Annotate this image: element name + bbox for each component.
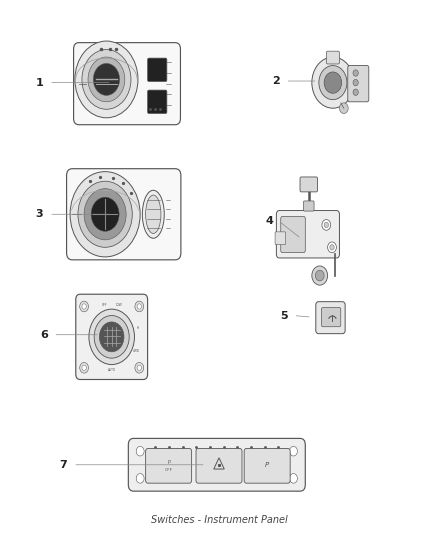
FancyBboxPatch shape bbox=[148, 90, 167, 114]
Circle shape bbox=[330, 245, 334, 250]
Circle shape bbox=[353, 89, 358, 95]
Circle shape bbox=[89, 309, 134, 365]
Circle shape bbox=[78, 181, 132, 247]
Circle shape bbox=[312, 57, 354, 108]
Circle shape bbox=[136, 446, 144, 456]
Circle shape bbox=[137, 365, 141, 370]
Circle shape bbox=[99, 322, 124, 352]
Text: AUTO: AUTO bbox=[108, 368, 116, 372]
Text: 5: 5 bbox=[280, 311, 288, 320]
Text: HI: HI bbox=[136, 326, 139, 330]
FancyBboxPatch shape bbox=[281, 216, 305, 253]
Text: 6: 6 bbox=[40, 330, 48, 340]
Circle shape bbox=[290, 446, 297, 456]
Text: P: P bbox=[265, 462, 269, 468]
Circle shape bbox=[75, 41, 138, 118]
FancyBboxPatch shape bbox=[316, 302, 345, 334]
Ellipse shape bbox=[142, 190, 164, 238]
FancyBboxPatch shape bbox=[304, 201, 314, 211]
Text: P: P bbox=[167, 460, 170, 465]
Circle shape bbox=[93, 63, 120, 95]
Circle shape bbox=[328, 242, 336, 253]
Circle shape bbox=[135, 301, 144, 312]
Circle shape bbox=[80, 301, 88, 312]
Text: 4WD: 4WD bbox=[133, 349, 140, 353]
Ellipse shape bbox=[145, 195, 161, 233]
FancyBboxPatch shape bbox=[148, 58, 167, 82]
Circle shape bbox=[82, 50, 131, 109]
Text: Switches - Instrument Panel: Switches - Instrument Panel bbox=[151, 515, 287, 524]
FancyBboxPatch shape bbox=[275, 232, 286, 245]
Circle shape bbox=[353, 70, 358, 76]
Circle shape bbox=[324, 222, 328, 228]
Circle shape bbox=[324, 72, 342, 93]
Text: 7: 7 bbox=[60, 460, 67, 470]
Circle shape bbox=[322, 220, 331, 230]
FancyBboxPatch shape bbox=[244, 449, 290, 483]
Circle shape bbox=[315, 270, 324, 281]
Circle shape bbox=[353, 79, 358, 86]
FancyBboxPatch shape bbox=[196, 449, 242, 483]
FancyBboxPatch shape bbox=[326, 51, 339, 64]
Circle shape bbox=[94, 316, 129, 358]
Text: LOW: LOW bbox=[115, 303, 122, 307]
FancyBboxPatch shape bbox=[76, 294, 148, 379]
Circle shape bbox=[88, 57, 125, 102]
Circle shape bbox=[312, 266, 328, 285]
Text: OFF: OFF bbox=[102, 303, 107, 307]
FancyBboxPatch shape bbox=[128, 438, 305, 491]
Circle shape bbox=[84, 189, 126, 240]
Text: 2: 2 bbox=[272, 76, 280, 86]
FancyBboxPatch shape bbox=[276, 211, 339, 258]
FancyBboxPatch shape bbox=[145, 449, 192, 483]
FancyBboxPatch shape bbox=[321, 308, 341, 327]
Circle shape bbox=[91, 197, 119, 231]
Circle shape bbox=[70, 172, 140, 257]
Circle shape bbox=[137, 304, 141, 309]
Circle shape bbox=[136, 474, 144, 483]
Text: OFF: OFF bbox=[165, 468, 173, 472]
Circle shape bbox=[135, 362, 144, 373]
FancyBboxPatch shape bbox=[300, 177, 318, 192]
Text: 3: 3 bbox=[35, 209, 43, 219]
Circle shape bbox=[319, 66, 347, 100]
Text: 4: 4 bbox=[265, 216, 273, 226]
Circle shape bbox=[82, 365, 86, 370]
FancyBboxPatch shape bbox=[348, 66, 369, 102]
Circle shape bbox=[82, 304, 86, 309]
FancyBboxPatch shape bbox=[74, 43, 180, 125]
Circle shape bbox=[80, 362, 88, 373]
Circle shape bbox=[290, 474, 297, 483]
Circle shape bbox=[339, 103, 348, 114]
Text: 1: 1 bbox=[35, 78, 43, 87]
FancyBboxPatch shape bbox=[67, 168, 181, 260]
